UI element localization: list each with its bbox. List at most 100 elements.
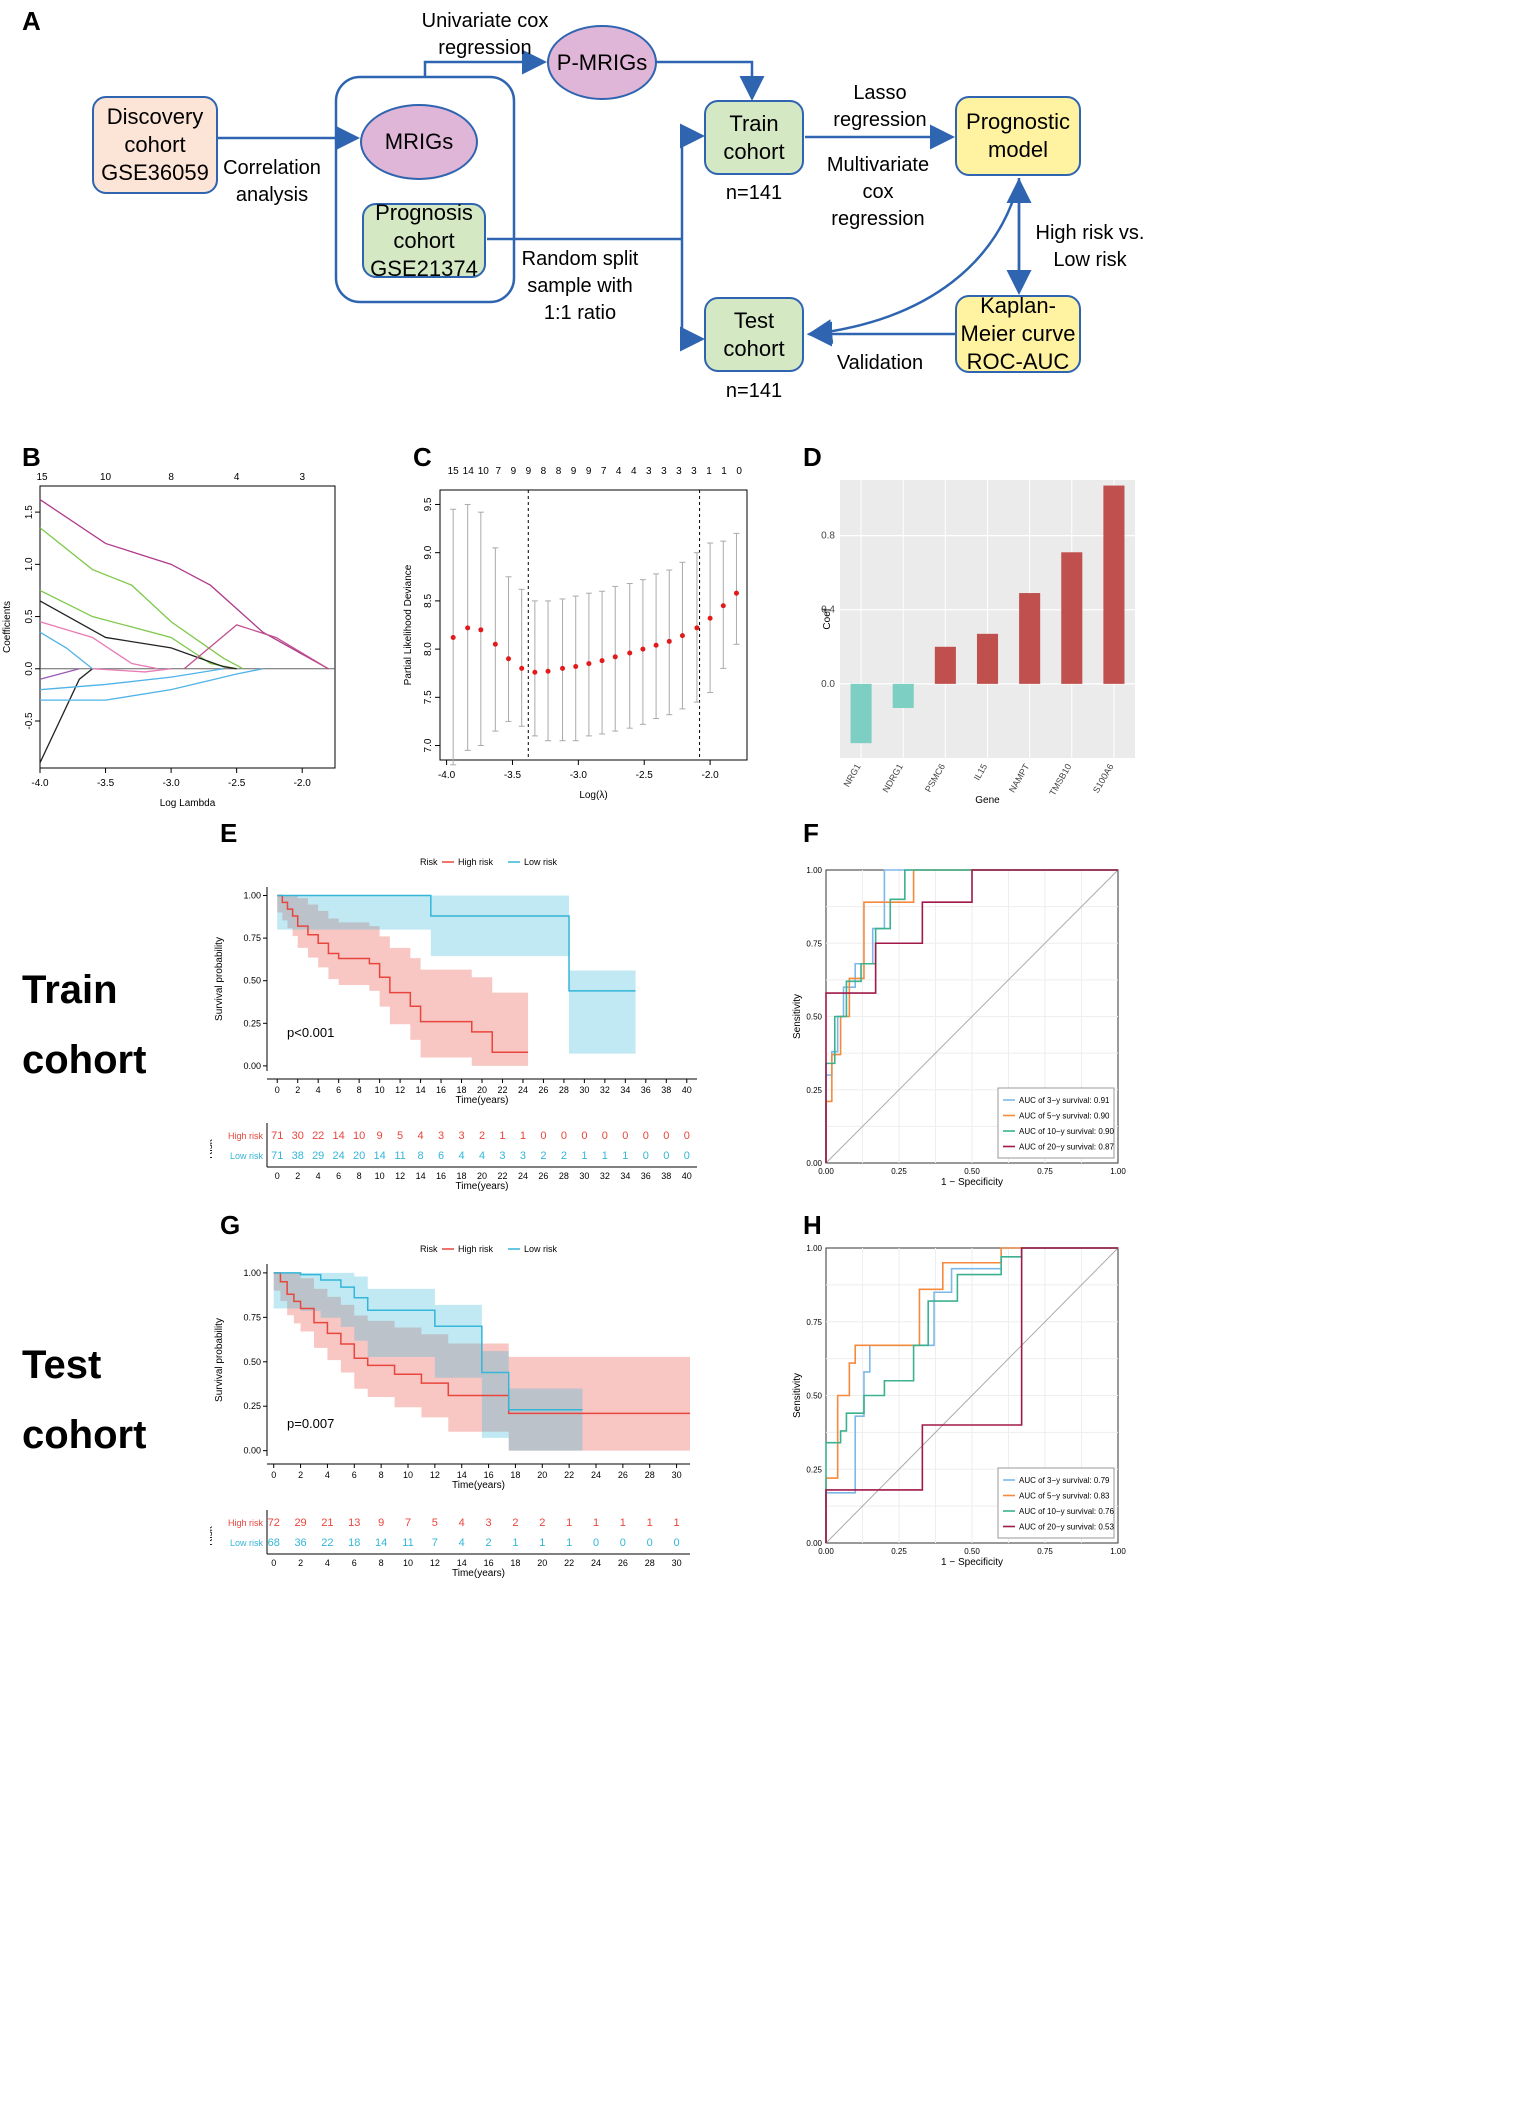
x-tick-label: 40 — [682, 1085, 692, 1095]
legend-label: AUC of 5−y survival: 0.83 — [1019, 1492, 1110, 1501]
coefficient-path — [39, 589, 237, 670]
p-value-label: p=0.007 — [287, 1416, 334, 1431]
risk-x-tick-label: 16 — [484, 1558, 494, 1568]
risk-high-count: 1 — [593, 1517, 599, 1529]
x-tick-label: 26 — [538, 1085, 548, 1095]
x-tick-label: -4.0 — [438, 770, 456, 781]
y-tick-label: 8.5 — [423, 594, 434, 608]
deviance-point — [599, 658, 605, 664]
risk-x-tick-label: 28 — [645, 1558, 655, 1568]
y-axis-label: Survival probability — [214, 937, 225, 1021]
x-tick-label: 0.75 — [1037, 1547, 1053, 1556]
y-tick-label: 0.00 — [243, 1446, 261, 1456]
deviance-point — [478, 627, 484, 633]
x-tick-label: 24 — [591, 1470, 601, 1480]
risk-x-tick-label: 12 — [430, 1558, 440, 1568]
x-tick-label: -4.0 — [31, 778, 49, 789]
risk-high-count: 0 — [581, 1130, 587, 1142]
y-tick-label: 0.25 — [243, 1018, 261, 1028]
risk-low-count: 11 — [402, 1537, 413, 1549]
risk-x-tick-label: 22 — [564, 1558, 574, 1568]
test-n-label: n=141 — [725, 380, 783, 402]
gene-tick-label: NAMPT — [1007, 762, 1032, 795]
risk-x-tick-label: 14 — [457, 1558, 467, 1568]
deviance-point — [586, 661, 592, 667]
risk-high-count: 22 — [312, 1130, 324, 1142]
lasso-coefficient-chart: -4.0 -3.5 -3.0 -2.5 -2.0 -0.5 0.0 0.5 1.0 1.5 15 10… — [2, 472, 336, 809]
x-tick-label: 36 — [641, 1085, 651, 1095]
top-tick-label: 3 — [646, 466, 652, 477]
deviance-point — [545, 668, 551, 674]
coefficient-path — [39, 600, 237, 670]
deviance-point — [679, 633, 685, 639]
deviance-point — [707, 615, 713, 621]
risk-x-tick-label: 26 — [618, 1558, 628, 1568]
y-tick-label: 0.00 — [806, 1159, 822, 1168]
low-risk-curve — [277, 894, 636, 992]
plot-frame — [439, 489, 748, 761]
y-tick-label: 0.50 — [806, 1013, 822, 1022]
top-tick-label: 10 — [478, 466, 490, 477]
risk-high-count: 7 — [405, 1517, 411, 1529]
top-tick-label: 8 — [168, 472, 174, 483]
deviance-point — [694, 625, 700, 631]
legend-high-label: High risk — [458, 1244, 494, 1254]
gene-tick-label: TMSB10 — [1047, 762, 1073, 797]
y-tick-label: 1.00 — [806, 1244, 822, 1253]
panel-label-c: C — [413, 442, 432, 472]
coef-bar — [1019, 593, 1041, 684]
deviance-point — [666, 638, 672, 644]
x-tick-label: 12 — [430, 1470, 440, 1480]
risk-low-count: 7 — [432, 1537, 438, 1549]
top-tick-label: 8 — [541, 466, 547, 477]
coef-bar — [850, 683, 872, 744]
coefficient-bar-chart: 0.0 0.4 0.8 NRG1 NDRG1 PSMC6 IL15 NAMPT TMSB10 S1… — [821, 480, 1135, 805]
y-axis-label: Sensitivity — [792, 994, 803, 1039]
risk-low-count: 1 — [512, 1537, 518, 1549]
top-tick-label: 3 — [691, 466, 697, 477]
risk-x-tick-label: 8 — [379, 1558, 384, 1568]
risk-low-count: 1 — [581, 1150, 587, 1162]
top-tick-label: 3 — [676, 466, 682, 477]
risk-low-count: 0 — [620, 1537, 626, 1549]
risk-high-count: 71 — [271, 1130, 283, 1142]
risk-x-tick-label: 16 — [436, 1171, 446, 1181]
coefficient-path — [39, 621, 159, 670]
panel-label-d: D — [803, 442, 822, 472]
risk-low-count: 4 — [458, 1150, 464, 1162]
x-tick-label: 30 — [579, 1085, 589, 1095]
high-risk-ci-band — [277, 895, 529, 1066]
risk-high-count: 9 — [378, 1517, 384, 1529]
risk-x-tick-label: 2 — [298, 1558, 303, 1568]
train-roc-chart: 0.000.00 0.25 0.25 0.50 0.50 0.75 0.75 1.00 1.00… — [792, 866, 1126, 1188]
deviance-point — [450, 635, 456, 641]
risk-low-count: 20 — [353, 1150, 365, 1162]
x-tick-label: 0 — [271, 1470, 276, 1480]
coef-bar — [1103, 485, 1125, 684]
x-tick-label: 0.00 — [818, 1547, 834, 1556]
roc-curve — [825, 869, 1118, 1163]
risk-x-tick-label: 30 — [579, 1171, 589, 1181]
risk-high-count: 4 — [459, 1517, 465, 1529]
risk-high-count: 0 — [684, 1130, 690, 1142]
y-tick-label: 0.50 — [243, 976, 261, 986]
test-km-chart: 0.000.250.500.751.000 2 4 6 8 10 12 14 16 18 20 22 2… — [210, 1244, 690, 1579]
risk-high-count: 2 — [479, 1130, 485, 1142]
risk-table-title: Risk — [210, 1138, 215, 1158]
y-axis-label: Coefficients — [2, 601, 13, 653]
x-tick-label: 6 — [352, 1470, 357, 1480]
risk-high-count: 14 — [333, 1130, 345, 1142]
deviance-point — [573, 663, 579, 669]
risk-high-count: 1 — [520, 1130, 526, 1142]
low-risk-curve — [273, 1272, 583, 1411]
risk-x-tick-label: 6 — [336, 1171, 341, 1181]
top-tick-label: 9 — [526, 466, 532, 477]
y-tick-label: 0.75 — [806, 1318, 822, 1327]
random-split-label: Random split sample with 1:1 ratio — [521, 248, 639, 324]
risk-low-count: 2 — [540, 1150, 546, 1162]
x-tick-label: 16 — [484, 1470, 494, 1480]
risk-low-count: 0 — [643, 1150, 649, 1162]
y-tick-label: 1.00 — [243, 891, 261, 901]
risk-high-count: 0 — [602, 1130, 608, 1142]
x-tick-label: 0.50 — [964, 1167, 980, 1176]
